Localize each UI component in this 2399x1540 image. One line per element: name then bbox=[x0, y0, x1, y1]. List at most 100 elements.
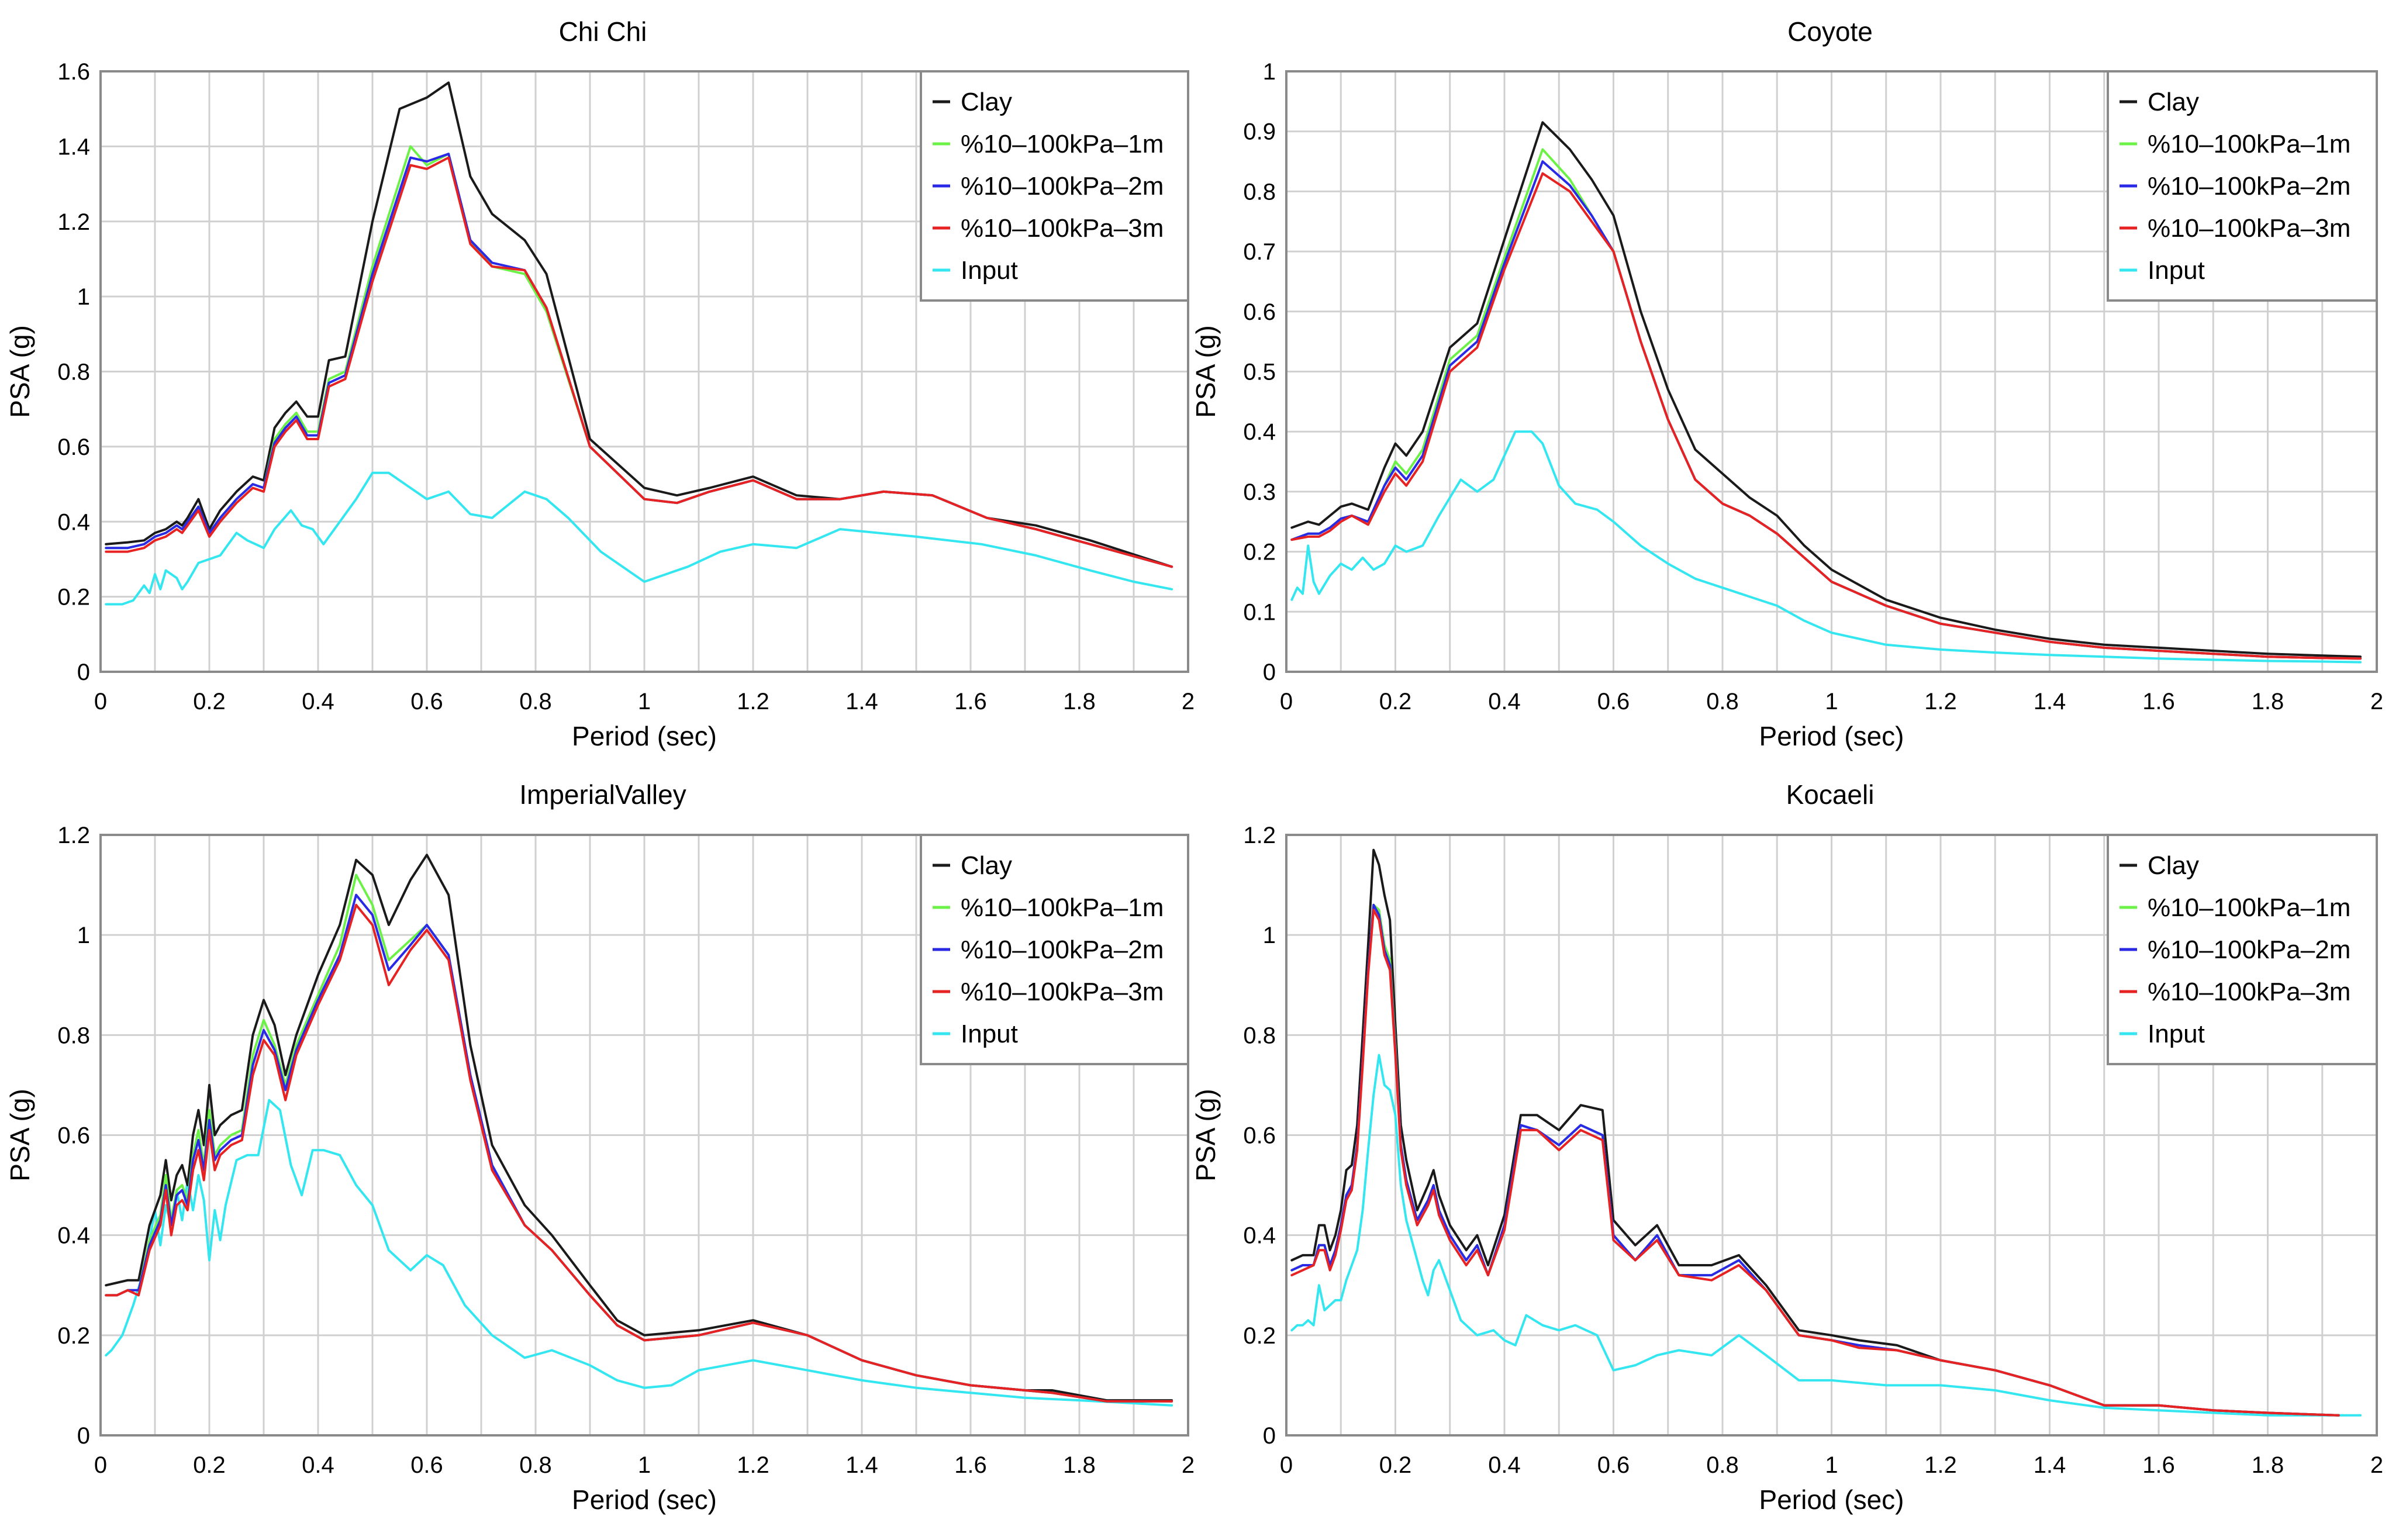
y-tick-label: 0 bbox=[1263, 659, 1276, 685]
x-tick-label: 0.6 bbox=[410, 689, 443, 714]
series-line-clay bbox=[105, 81, 1173, 568]
legend-label: %10–100kPa–2m bbox=[961, 935, 1164, 964]
y-tick-label: 0.3 bbox=[1243, 479, 1276, 505]
chart-panel-coyote: Coyote 0 0.1 0.2 0.3 0.4 0.5 0.6 0.7 0.8 0.9 1 0 0.… bbox=[1190, 16, 2383, 751]
chart-title: ImperialValley bbox=[519, 779, 686, 810]
x-tick-label: 1.4 bbox=[845, 689, 878, 714]
legend-label: %10–100kPa–2m bbox=[2148, 172, 2350, 201]
x-tick-label: 0.8 bbox=[1706, 1452, 1739, 1478]
y-tick-label: 1 bbox=[1263, 59, 1276, 85]
y-axis-label: PSA (g) bbox=[1190, 325, 1221, 418]
chart-panel-chi-chi: Chi Chi 0 0.2 0.4 0.6 0.8 1 1.2 1.4 1.6 0 0.2 0.4 0… bbox=[5, 16, 1195, 751]
series-line-m3 bbox=[1290, 909, 2340, 1417]
x-tick-label: 0.4 bbox=[302, 1452, 334, 1478]
legend-label: Input bbox=[2148, 1020, 2205, 1048]
y-tick-label: 1.2 bbox=[1243, 823, 1276, 848]
y-tick-label: 0.6 bbox=[1243, 1123, 1276, 1149]
x-axis-label: Period (sec) bbox=[572, 1484, 717, 1515]
chart-title: Chi Chi bbox=[559, 16, 647, 47]
y-axis-label: PSA (g) bbox=[5, 1089, 35, 1182]
y-tick-label: 0.2 bbox=[57, 1323, 90, 1349]
legend-label: %10–100kPa–1m bbox=[961, 893, 1164, 922]
y-tick-label: 0.1 bbox=[1243, 599, 1276, 625]
x-tick-label: 1.2 bbox=[737, 689, 769, 714]
legend-label: %10–100kPa–1m bbox=[2148, 130, 2350, 158]
series-group bbox=[1290, 121, 2362, 664]
y-tick-label: 0.4 bbox=[1243, 419, 1276, 445]
series-line-input bbox=[1290, 430, 2362, 664]
y-tick-label: 0.6 bbox=[57, 1123, 90, 1149]
series-line-m2 bbox=[1290, 903, 2340, 1417]
x-tick-label: 2 bbox=[2370, 1452, 2383, 1478]
series-line-input bbox=[105, 1099, 1173, 1407]
x-tick-label: 1.2 bbox=[737, 1452, 769, 1478]
y-tick-label: 0.7 bbox=[1243, 239, 1276, 265]
legend-label: Clay bbox=[2148, 851, 2199, 880]
plot-frame bbox=[99, 70, 1189, 673]
chart-panel-imperial-valley: ImperialValley 0 0.2 0.4 0.6 0.8 1 1.2 0 0.2 0.4… bbox=[5, 779, 1195, 1515]
y-tick-label: 0.8 bbox=[57, 360, 90, 385]
legend-label: Clay bbox=[961, 851, 1012, 880]
legend-label: Clay bbox=[961, 88, 1012, 116]
y-tick-label: 0.8 bbox=[57, 1023, 90, 1048]
x-tick-label: 0.2 bbox=[193, 1452, 226, 1478]
x-tick-label: 0 bbox=[1280, 1452, 1293, 1478]
y-tick-label: 0.2 bbox=[1243, 1323, 1276, 1349]
x-tick-label: 1.4 bbox=[2034, 689, 2066, 714]
series-line-clay bbox=[105, 854, 1173, 1402]
legend-label: %10–100kPa–3m bbox=[2148, 978, 2350, 1006]
x-tick-label: 0.2 bbox=[1379, 689, 1412, 714]
x-tick-label: 1.4 bbox=[845, 1452, 878, 1478]
y-tick-label: 0.5 bbox=[1243, 360, 1276, 385]
x-tick-label: 2 bbox=[1182, 689, 1195, 714]
y-tick-label: 0.6 bbox=[1243, 299, 1276, 325]
x-tick-label: 0.6 bbox=[1597, 689, 1630, 714]
y-tick-label: 1 bbox=[77, 923, 90, 948]
y-tick-label: 0 bbox=[77, 1423, 90, 1449]
series-line-clay bbox=[1290, 848, 2340, 1417]
legend: Clay %10–100kPa–1m %10–100kPa–2m %10–100kPa… bbox=[2107, 70, 2378, 302]
chart-title: Coyote bbox=[1787, 16, 1873, 47]
x-tick-label: 0.2 bbox=[193, 689, 226, 714]
legend-box bbox=[920, 834, 1189, 1065]
legend-label: %10–100kPa–2m bbox=[2148, 935, 2350, 964]
legend-label: %10–100kPa–3m bbox=[2148, 214, 2350, 243]
y-tick-label: 0.8 bbox=[1243, 1023, 1276, 1048]
legend: Clay %10–100kPa–1m %10–100kPa–2m %10–100kPa… bbox=[920, 834, 1189, 1065]
x-tick-label: 1.2 bbox=[1924, 689, 1957, 714]
x-tick-label: 2 bbox=[2370, 689, 2383, 714]
x-axis-label: Period (sec) bbox=[1759, 721, 1904, 751]
x-tick-label: 1 bbox=[638, 1452, 651, 1478]
y-tick-label: 1 bbox=[1263, 923, 1276, 948]
x-tick-label: 0.4 bbox=[1488, 689, 1521, 714]
y-tick-label: 1.2 bbox=[57, 823, 90, 848]
legend-label: Clay bbox=[2148, 88, 2199, 116]
y-tick-label: 0.6 bbox=[57, 434, 90, 460]
series-group bbox=[1290, 848, 2362, 1417]
chart-panel-kocaeli: Kocaeli 0 0.2 0.4 0.6 0.8 1 1.2 0 0.2 0.4 0.6 0.8 1… bbox=[1190, 779, 2383, 1515]
series-line-input bbox=[1290, 1054, 2362, 1417]
x-tick-label: 0.2 bbox=[1379, 1452, 1412, 1478]
x-tick-label: 0.8 bbox=[519, 1452, 552, 1478]
y-tick-label: 1.2 bbox=[57, 209, 90, 235]
x-tick-label: 1.8 bbox=[1063, 689, 1096, 714]
y-tick-label: 0 bbox=[1263, 1423, 1276, 1449]
series-group bbox=[105, 854, 1173, 1407]
x-tick-label: 1.2 bbox=[1924, 1452, 1957, 1478]
legend: Clay %10–100kPa–1m %10–100kPa–2m %10–100kPa… bbox=[2107, 834, 2378, 1065]
series-line-input bbox=[105, 471, 1173, 606]
y-tick-label: 0.9 bbox=[1243, 119, 1276, 145]
x-tick-label: 1.6 bbox=[2142, 689, 2175, 714]
legend-label: %10–100kPa–1m bbox=[2148, 893, 2350, 922]
y-tick-label: 0.4 bbox=[1243, 1223, 1276, 1249]
y-tick-label: 0.8 bbox=[1243, 179, 1276, 205]
legend: Clay %10–100kPa–1m %10–100kPa–2m %10–100kPa… bbox=[920, 70, 1189, 302]
x-tick-label: 1.8 bbox=[1063, 1452, 1096, 1478]
x-tick-label: 0 bbox=[94, 1452, 107, 1478]
x-tick-label: 1 bbox=[1825, 689, 1838, 714]
plot-frame bbox=[1285, 70, 2378, 673]
legend-box bbox=[2107, 70, 2378, 302]
legend-label: Input bbox=[961, 1020, 1018, 1048]
x-tick-label: 0.4 bbox=[1488, 1452, 1521, 1478]
